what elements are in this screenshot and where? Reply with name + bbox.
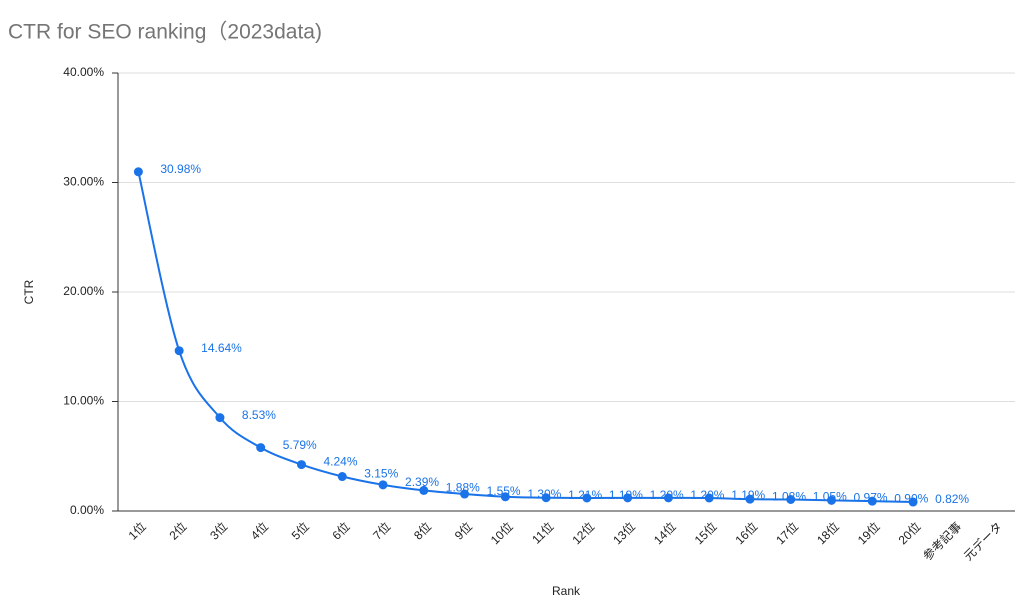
x-tick-label: 9位	[451, 519, 475, 543]
chart-title: CTR for SEO ranking（2023data)	[8, 21, 322, 44]
point	[215, 413, 225, 423]
x-tick-label: 5位	[288, 519, 312, 543]
point	[786, 495, 796, 505]
x-tick-label: 6位	[329, 519, 353, 543]
y-tick-label: 0.00%	[70, 503, 104, 517]
point	[745, 494, 755, 504]
y-tick-label: 10.00%	[63, 394, 104, 408]
x-tick-label: 13位	[609, 519, 638, 548]
x-tick-label: 11位	[529, 519, 557, 547]
value-label: 8.53%	[242, 408, 276, 422]
point	[663, 493, 673, 503]
x-tick-label: 16位	[732, 519, 761, 548]
line	[137, 171, 914, 504]
value-label: 5.79%	[283, 438, 317, 452]
value-label: 30.98%	[160, 162, 201, 176]
point	[500, 492, 510, 502]
y-tick-label: 40.00%	[63, 65, 104, 79]
point	[460, 489, 470, 499]
point	[908, 497, 918, 507]
value-label: 1.55%	[487, 484, 521, 498]
point	[296, 460, 306, 470]
x-tick-label: 18位	[813, 519, 842, 548]
point	[133, 167, 143, 177]
value-label: 2.39%	[405, 475, 439, 489]
x-tick-label: 3位	[206, 519, 230, 543]
x-tick-label: 15位	[691, 519, 720, 548]
point	[256, 443, 266, 453]
point	[582, 493, 592, 503]
x-tick-label: 元データ	[960, 519, 1005, 564]
x-tick-label: 8位	[410, 519, 434, 543]
value-label: 4.24%	[323, 455, 357, 469]
x-tick-label: 19位	[854, 519, 883, 548]
point	[827, 495, 837, 505]
point	[623, 493, 633, 503]
x-tick-label: 20位	[895, 519, 924, 548]
point	[419, 485, 429, 495]
point	[337, 472, 347, 482]
y-tick-label: 20.00%	[63, 284, 104, 298]
x-tick-label: 14位	[650, 519, 679, 548]
x-tick-label: 12位	[569, 519, 598, 548]
point	[867, 496, 877, 506]
point	[378, 480, 388, 490]
value-label: 1.88%	[446, 481, 480, 495]
x-tick-label: 1位	[125, 519, 149, 543]
x-tick-label: 17位	[773, 519, 802, 548]
value-label: 3.15%	[364, 467, 398, 481]
x-tick-label: 4位	[247, 519, 271, 543]
x-axis-title: Rank	[552, 584, 581, 598]
point	[704, 493, 714, 503]
y-axis-title: CTR	[22, 279, 36, 304]
x-tick-label: 7位	[370, 519, 394, 543]
point	[174, 346, 184, 356]
value-label: 14.64%	[201, 341, 242, 355]
y-tick-label: 30.00%	[63, 175, 104, 189]
x-tick-label: 参考記事	[920, 519, 965, 564]
x-tick-label: 10位	[487, 519, 516, 548]
value-label: 0.82%	[935, 492, 969, 506]
x-tick-label: 2位	[166, 519, 190, 543]
point	[541, 493, 551, 503]
